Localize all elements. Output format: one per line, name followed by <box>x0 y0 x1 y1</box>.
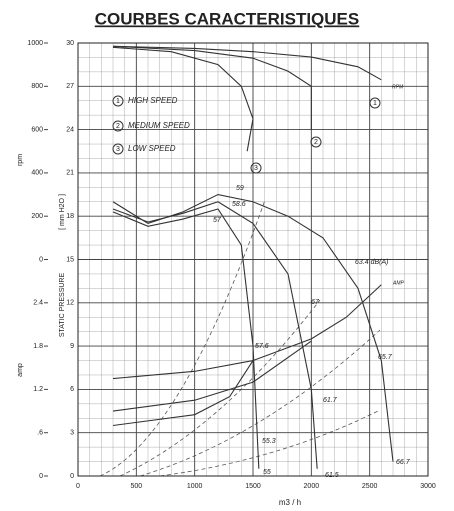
legend-label: 3 <box>116 146 120 153</box>
x-tick-label: 1000 <box>187 483 203 490</box>
annotation: 67 <box>311 299 320 306</box>
system-curves <box>99 199 381 477</box>
annotation: 65.7 <box>378 354 393 361</box>
curve-marker-label: 2 <box>314 139 318 146</box>
series-line <box>112 284 382 380</box>
series-line <box>112 46 254 152</box>
y2-tick-label: 600 <box>31 126 43 133</box>
y-tick-label: 21 <box>66 170 74 177</box>
y-tick-label: 6 <box>70 386 74 393</box>
y3-axis-title: amp <box>17 363 24 377</box>
y3-tick-label: 0 <box>39 473 43 480</box>
annotation: 61.7 <box>323 397 338 404</box>
y-axis-unit: [ mm H2O ] <box>59 194 66 230</box>
y-tick-label: 18 <box>66 213 74 220</box>
legend-marker <box>112 120 124 132</box>
annotation: 57.6 <box>255 343 269 350</box>
annotation: 55 <box>263 469 271 476</box>
y2-tick-label: 200 <box>31 213 43 220</box>
series-line <box>112 340 312 412</box>
y2-tick-label: 800 <box>31 83 43 90</box>
legend-marker <box>112 143 124 155</box>
series-line <box>112 208 260 469</box>
system-curve <box>159 409 381 477</box>
annotation: 61.5 <box>325 472 339 479</box>
annotation: RPM <box>392 84 404 90</box>
x-tick-label: 2000 <box>304 483 320 490</box>
x-tick-label: 500 <box>130 483 142 490</box>
y-axis-title: STATIC PRESSURE <box>59 273 66 338</box>
y3-tick-label: 1.8 <box>33 343 43 350</box>
curve-marker <box>369 97 381 109</box>
y-tick-label: 24 <box>66 126 74 133</box>
curve-marker <box>310 136 322 148</box>
y3-tick-label: .6 <box>37 430 43 437</box>
curve-marker-label: 3 <box>254 165 258 172</box>
y-tick-label: 0 <box>70 473 74 480</box>
series-line <box>112 360 254 427</box>
y2-tick-label: 1000 <box>27 40 43 47</box>
y-tick-label: 30 <box>66 40 74 47</box>
x-tick-label: 2500 <box>362 483 378 490</box>
y-tick-label: 27 <box>66 83 74 90</box>
series-line <box>112 201 318 469</box>
system-curve <box>99 199 266 477</box>
y2-axis-title: rpm <box>17 154 24 166</box>
legend-text: LOW SPEED <box>128 144 176 153</box>
y2-tick-label: 0 <box>39 256 43 263</box>
legend-text: HIGH SPEED <box>128 96 178 105</box>
x-axis-title: m3 / h <box>279 498 301 507</box>
series-line <box>112 45 382 81</box>
x-tick-label: 0 <box>76 483 80 490</box>
y-tick-label: 9 <box>70 343 74 350</box>
x-tick-label: 1500 <box>245 483 261 490</box>
curve-marker <box>250 162 262 174</box>
legend-label: 1 <box>116 98 120 105</box>
annotation: 66.7 <box>396 459 411 466</box>
y-tick-label: 3 <box>70 430 74 437</box>
annotation: 58.6 <box>232 201 246 208</box>
legend-text: MEDIUM SPEED <box>128 121 190 130</box>
x-tick-label: 3000 <box>420 483 436 490</box>
y3-tick-label: 1.2 <box>33 386 43 393</box>
y-tick-label: 12 <box>66 300 74 307</box>
annotation: 57 <box>213 217 222 224</box>
annotation: AMP <box>392 280 405 286</box>
y2-tick-label: 400 <box>31 170 43 177</box>
annotation: 63.4 dB(A) <box>355 259 388 266</box>
y-tick-label: 15 <box>66 256 74 263</box>
legend-label: 2 <box>116 123 120 130</box>
legend-marker <box>112 95 124 107</box>
y3-tick-label: 2.4 <box>33 300 43 307</box>
chart-title: COURBES CARACTERISTIQUES <box>95 9 359 28</box>
annotation: 55.3 <box>262 438 276 445</box>
system-curve <box>119 299 321 477</box>
annotation: 59 <box>236 185 244 192</box>
series-line <box>112 45 312 130</box>
curve-marker-label: 1 <box>373 100 377 107</box>
plot-frame <box>77 42 429 477</box>
